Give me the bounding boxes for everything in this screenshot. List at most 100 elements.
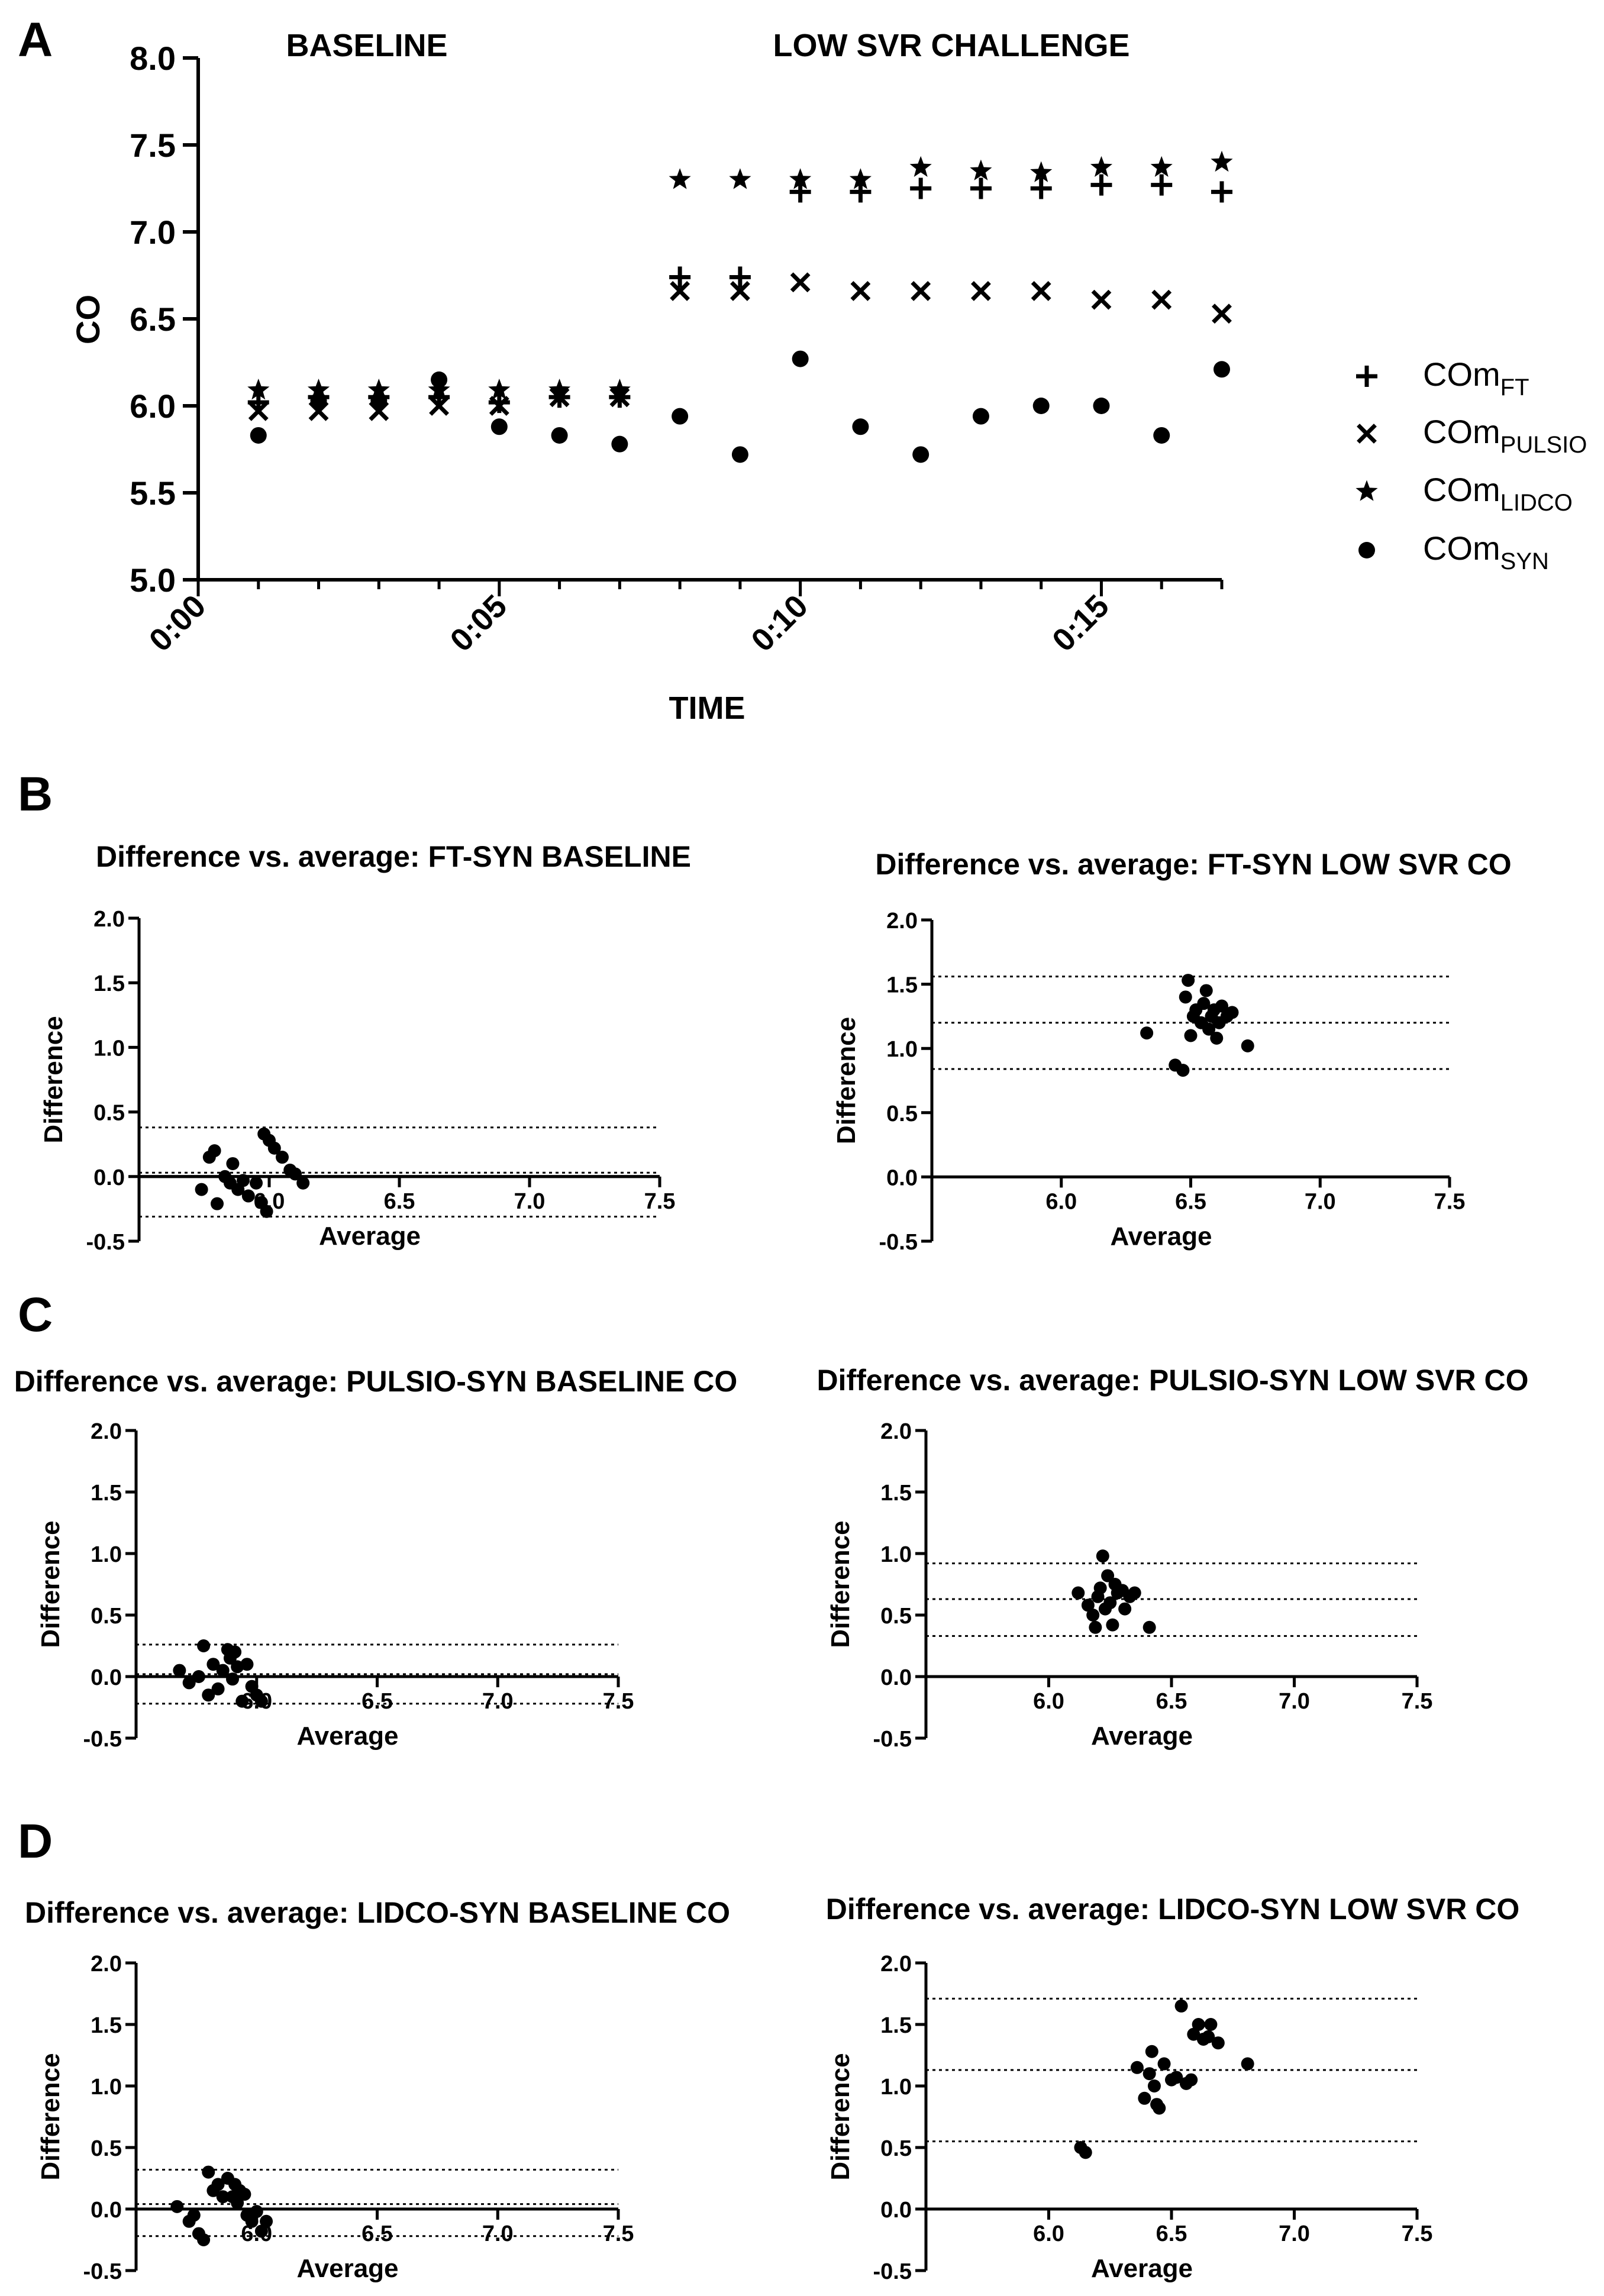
x-tick-label: 6.5 bbox=[1156, 1689, 1187, 1714]
data-point bbox=[182, 1676, 196, 1690]
data-point bbox=[971, 281, 991, 301]
data-point bbox=[260, 2214, 273, 2228]
x-tick-label: 6.5 bbox=[362, 2221, 393, 2246]
x-axis-label: Average bbox=[319, 1222, 421, 1251]
y-tick-label: 0.5 bbox=[880, 2136, 912, 2161]
y-tick-label: -0.5 bbox=[873, 2259, 912, 2284]
data-point bbox=[489, 396, 509, 416]
legend-marker bbox=[1357, 424, 1377, 444]
data-point bbox=[1199, 984, 1213, 997]
data-point bbox=[488, 392, 510, 414]
data-point bbox=[211, 1682, 225, 1696]
x-tick-label: 7.5 bbox=[1402, 2221, 1433, 2246]
data-point bbox=[972, 408, 989, 425]
x-axis-label: Average bbox=[296, 1722, 398, 1751]
y-tick-label: 1.5 bbox=[880, 2013, 912, 2038]
data-point bbox=[238, 2188, 251, 2201]
data-point bbox=[850, 281, 871, 301]
data-point bbox=[970, 159, 992, 180]
y-axis-label: Difference bbox=[826, 2053, 855, 2180]
data-point bbox=[1072, 1586, 1085, 1600]
y-tick-label: 0.0 bbox=[880, 2198, 912, 2223]
data-point bbox=[1096, 1549, 1109, 1563]
data-point bbox=[1031, 281, 1051, 301]
y-tick-label: 2.0 bbox=[880, 1952, 912, 1977]
data-point bbox=[608, 379, 631, 400]
data-point bbox=[1210, 1031, 1224, 1045]
y-tick-label: 1.0 bbox=[886, 1037, 918, 1062]
data-point bbox=[490, 418, 508, 435]
legend-entry-ft: COmFT bbox=[1356, 356, 1529, 401]
y-tick-label: 5.0 bbox=[130, 561, 176, 599]
data-point bbox=[1140, 1026, 1154, 1040]
legend-label: COmPULSIO bbox=[1423, 413, 1587, 458]
data-point bbox=[237, 1174, 250, 1187]
data-point bbox=[790, 272, 811, 293]
data-point bbox=[1214, 361, 1230, 378]
data-point bbox=[910, 177, 932, 199]
data-points bbox=[1072, 1549, 1156, 1634]
y-tick-label: 0.5 bbox=[91, 1604, 122, 1629]
legend-label: COmSYN bbox=[1423, 529, 1549, 574]
data-point bbox=[1241, 2057, 1254, 2071]
data-point bbox=[226, 1157, 240, 1170]
data-point bbox=[1151, 289, 1172, 310]
x-tick-label: 6.5 bbox=[362, 1689, 393, 1714]
data-point bbox=[187, 2208, 201, 2222]
chart-b2-ft-syn-low-svr: Difference vs. average: FT-SYN LOW SVR C… bbox=[832, 848, 1512, 1255]
y-axis-label: Difference bbox=[832, 1017, 861, 1144]
data-point bbox=[1090, 156, 1113, 177]
data-point bbox=[1138, 2091, 1151, 2105]
data-point bbox=[289, 1167, 302, 1181]
y-tick-label: 0.0 bbox=[93, 1165, 125, 1190]
data-point bbox=[1030, 177, 1052, 199]
data-point bbox=[267, 1141, 281, 1155]
data-point bbox=[250, 1176, 263, 1190]
data-point bbox=[1086, 1609, 1100, 1622]
data-point bbox=[1081, 1599, 1095, 1612]
data-point bbox=[276, 1151, 289, 1164]
panel-label-b: B bbox=[18, 767, 53, 821]
y-tick-label: 0.5 bbox=[880, 1604, 912, 1629]
data-point bbox=[1091, 289, 1112, 310]
section-label-low-svr: LOW SVR CHALLENGE bbox=[773, 28, 1130, 63]
x-tick-label: 6.0 bbox=[1045, 1189, 1077, 1214]
y-axis-label: Difference bbox=[826, 1520, 855, 1648]
y-tick-label: 8.0 bbox=[130, 40, 176, 77]
y-axis-label: Difference bbox=[39, 1016, 68, 1143]
chart-c1-pulsio-syn-baseline: Difference vs. average: PULSIO-SYN BASEL… bbox=[14, 1365, 738, 1752]
x-tick-label: 6.5 bbox=[384, 1189, 415, 1214]
chart-c2-pulsio-syn-low-svr: Difference vs. average: PULSIO-SYN LOW S… bbox=[816, 1364, 1528, 1752]
data-point bbox=[211, 2178, 225, 2191]
data-point bbox=[254, 2224, 268, 2238]
data-point bbox=[1153, 2101, 1166, 2115]
data-points bbox=[195, 1127, 310, 1218]
y-tick-label: -0.5 bbox=[873, 1727, 912, 1752]
data-point bbox=[849, 168, 872, 189]
data-point bbox=[670, 281, 690, 301]
y-tick-label: 5.5 bbox=[130, 474, 176, 512]
data-point bbox=[1106, 1618, 1119, 1632]
chart-title: Difference vs. average: FT-SYN LOW SVR C… bbox=[875, 848, 1511, 881]
y-tick-label: 0.0 bbox=[91, 2198, 122, 2223]
x-axis-label: Average bbox=[1091, 2254, 1193, 2283]
data-point bbox=[1093, 398, 1110, 414]
y-tick-label: 1.5 bbox=[91, 1481, 122, 1506]
y-tick-label: 2.0 bbox=[886, 909, 918, 934]
x-tick-label: 7.0 bbox=[1305, 1189, 1336, 1214]
x-axis-label: Average bbox=[296, 2254, 398, 2283]
data-point bbox=[852, 418, 869, 435]
x-tick-label: 7.0 bbox=[514, 1189, 546, 1214]
x-tick-label: 7.5 bbox=[603, 2221, 634, 2246]
x-tick-label: 7.5 bbox=[1434, 1189, 1466, 1214]
data-point bbox=[231, 2196, 244, 2210]
x-tick-label: 7.0 bbox=[1279, 2221, 1310, 2246]
x-axis-label: Average bbox=[1110, 1222, 1212, 1251]
data-point bbox=[1215, 999, 1228, 1013]
data-point bbox=[730, 281, 750, 301]
y-tick-label: 1.5 bbox=[91, 2013, 122, 2038]
y-axis-label: Difference bbox=[36, 1520, 65, 1648]
data-point bbox=[1202, 2030, 1215, 2043]
data-point bbox=[1184, 1029, 1198, 1042]
